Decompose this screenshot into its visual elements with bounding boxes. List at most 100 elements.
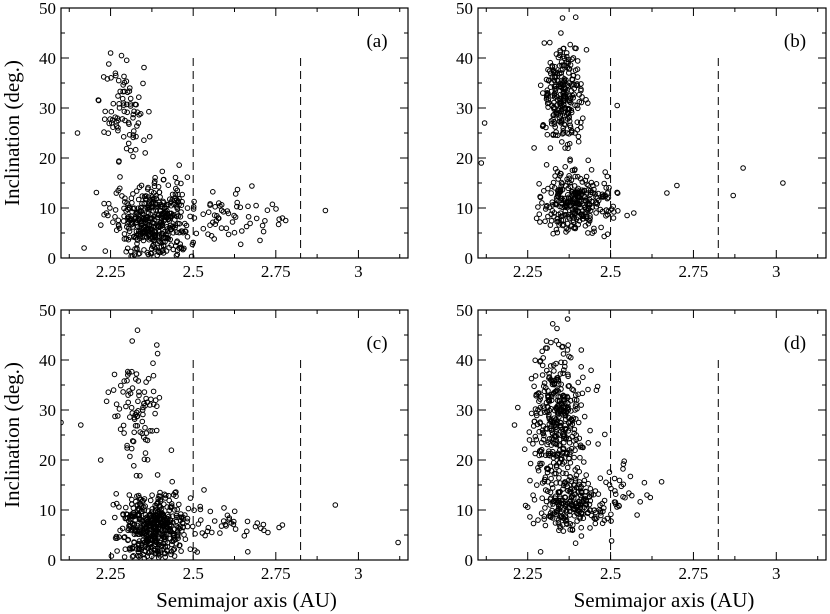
data-point bbox=[560, 90, 566, 96]
data-point bbox=[141, 539, 148, 546]
data-point bbox=[123, 248, 129, 255]
data-point bbox=[548, 495, 554, 501]
data-point bbox=[207, 222, 213, 228]
data-point bbox=[137, 552, 144, 559]
data-point bbox=[560, 351, 567, 357]
data-point bbox=[141, 64, 147, 71]
data-point bbox=[97, 457, 104, 463]
data-point bbox=[552, 86, 558, 92]
data-point bbox=[137, 235, 143, 242]
y-tick-label: 40 bbox=[456, 49, 473, 68]
data-point bbox=[253, 215, 260, 222]
data-point bbox=[145, 550, 152, 556]
data-point bbox=[131, 414, 138, 421]
data-point bbox=[544, 488, 551, 495]
data-point bbox=[126, 213, 132, 220]
data-point bbox=[114, 548, 120, 554]
data-point bbox=[102, 248, 109, 254]
data-point bbox=[740, 165, 746, 171]
data-point bbox=[567, 156, 573, 163]
data-point bbox=[160, 242, 167, 248]
data-point bbox=[561, 439, 567, 446]
data-point bbox=[568, 177, 575, 183]
data-point bbox=[189, 241, 196, 248]
data-point bbox=[565, 185, 572, 192]
data-point bbox=[583, 197, 589, 204]
data-point bbox=[610, 215, 617, 221]
data-point bbox=[168, 210, 174, 217]
data-point bbox=[592, 520, 599, 527]
data-point bbox=[234, 203, 240, 210]
data-point bbox=[600, 193, 606, 199]
data-point bbox=[556, 468, 562, 474]
y-tick-label: 10 bbox=[456, 501, 473, 520]
x-axis-title: Semimajor axis (AU) bbox=[156, 588, 337, 612]
data-point bbox=[536, 428, 543, 435]
data-point bbox=[577, 194, 583, 201]
data-point bbox=[167, 196, 173, 202]
data-point bbox=[125, 536, 132, 543]
data-point bbox=[234, 199, 240, 206]
data-point bbox=[597, 206, 604, 213]
data-point bbox=[535, 517, 541, 523]
data-point bbox=[142, 424, 148, 431]
data-point bbox=[117, 174, 123, 180]
data-point bbox=[121, 554, 128, 560]
x-tick-label: 2.75 bbox=[261, 564, 291, 583]
data-point bbox=[167, 519, 173, 526]
data-point bbox=[199, 530, 206, 536]
data-point bbox=[123, 403, 129, 410]
data-point bbox=[537, 396, 543, 402]
data-point bbox=[571, 454, 577, 461]
data-point bbox=[172, 174, 179, 181]
data-point bbox=[164, 527, 171, 534]
data-point bbox=[533, 412, 540, 419]
x-tick-label: 2.25 bbox=[96, 262, 126, 281]
data-point bbox=[539, 495, 546, 502]
data-point bbox=[561, 482, 567, 489]
data-point bbox=[585, 386, 591, 393]
x-tick-label: 2.75 bbox=[679, 262, 709, 281]
data-point bbox=[332, 502, 339, 508]
data-point bbox=[211, 518, 218, 524]
data-point bbox=[148, 188, 155, 195]
data-point bbox=[550, 179, 557, 186]
data-point bbox=[176, 229, 182, 236]
data-point bbox=[154, 342, 160, 348]
data-point bbox=[578, 87, 584, 94]
data-point bbox=[129, 496, 135, 503]
data-point bbox=[535, 467, 542, 474]
data-point bbox=[112, 514, 118, 521]
data-point bbox=[616, 503, 622, 509]
data-point bbox=[573, 441, 579, 448]
x-tick-label: 3 bbox=[772, 564, 781, 583]
data-point bbox=[563, 225, 570, 232]
data-point bbox=[580, 374, 586, 381]
data-point bbox=[545, 66, 551, 73]
data-point bbox=[530, 441, 536, 447]
data-point bbox=[120, 134, 127, 140]
data-point bbox=[604, 173, 611, 180]
data-point bbox=[614, 190, 621, 196]
data-point bbox=[553, 480, 560, 486]
data-point bbox=[136, 516, 143, 523]
data-point bbox=[569, 527, 576, 534]
data-point bbox=[146, 133, 153, 140]
data-point bbox=[157, 489, 163, 496]
data-point bbox=[260, 228, 267, 235]
data-point bbox=[218, 202, 225, 208]
data-point bbox=[601, 497, 608, 504]
data-point bbox=[601, 505, 607, 511]
data-point bbox=[167, 535, 173, 542]
data-point bbox=[553, 421, 560, 428]
data-point bbox=[191, 507, 197, 514]
data-point bbox=[524, 504, 531, 511]
data-point bbox=[593, 387, 600, 394]
data-point bbox=[547, 84, 554, 90]
data-point bbox=[159, 230, 166, 237]
data-point bbox=[545, 213, 551, 220]
data-point bbox=[583, 173, 590, 180]
data-point bbox=[95, 97, 102, 104]
data-point bbox=[562, 412, 569, 419]
